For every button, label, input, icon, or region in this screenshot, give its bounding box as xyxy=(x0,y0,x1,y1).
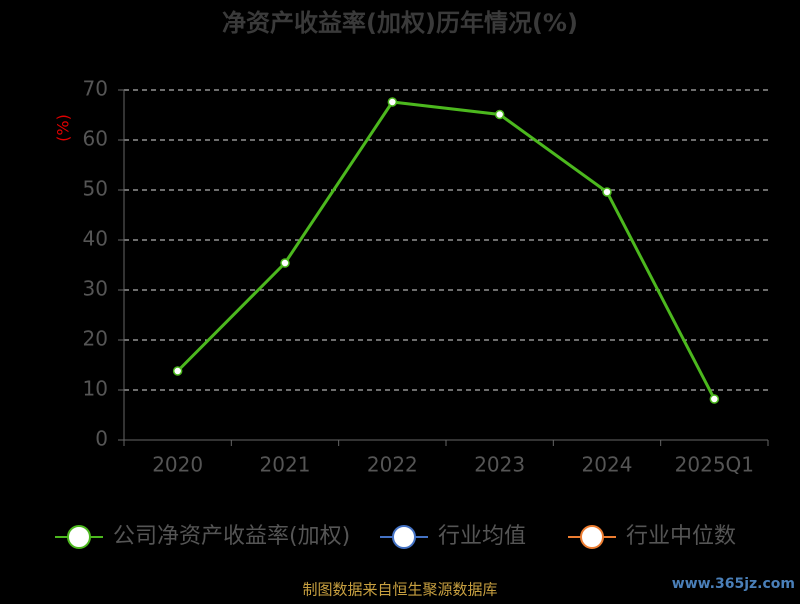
legend-marker xyxy=(392,525,416,549)
y-axis-label: (%) xyxy=(54,114,73,142)
x-tick-label: 2024 xyxy=(582,453,633,477)
legend-marker xyxy=(580,525,604,549)
chart-title: 净资产收益率(加权)历年情况(%) xyxy=(222,9,578,37)
y-tick-label: 40 xyxy=(83,227,108,251)
legend-marker xyxy=(67,525,91,549)
x-tick-label: 2020 xyxy=(152,453,203,477)
data-point xyxy=(602,187,612,197)
y-tick-label: 70 xyxy=(83,77,108,101)
x-tick-label: 2025Q1 xyxy=(675,453,754,477)
y-tick-label: 0 xyxy=(95,427,108,451)
y-tick-label: 60 xyxy=(83,127,108,151)
source: 制图数据来自恒生聚源数据库 xyxy=(302,581,497,599)
data-point xyxy=(494,109,505,120)
y-tick-label: 50 xyxy=(83,177,108,201)
x-tick-label: 2021 xyxy=(260,453,311,477)
y-tick-label: 10 xyxy=(83,377,108,401)
data-point xyxy=(709,394,720,404)
series-line xyxy=(176,100,716,400)
legend-label: 行业均值 xyxy=(438,524,526,549)
x-tick-label: 2023 xyxy=(474,453,525,477)
data-point xyxy=(387,97,398,107)
legend-label: 行业中位数 xyxy=(626,524,736,549)
legend-label: 公司净资产收益率(加权) xyxy=(113,524,350,549)
x-tick-label: 2022 xyxy=(367,453,418,477)
watermark: www.365jz.com xyxy=(672,576,795,592)
y-tick-label: 30 xyxy=(83,277,108,301)
data-point xyxy=(280,258,290,268)
y-tick-label: 20 xyxy=(83,327,108,351)
data-point xyxy=(172,366,183,376)
